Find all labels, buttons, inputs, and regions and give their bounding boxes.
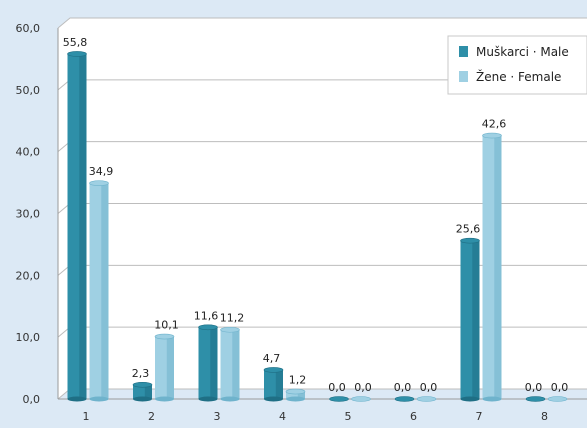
x-tick-label: 3	[214, 410, 221, 423]
legend-swatch-female	[459, 71, 468, 82]
x-tick-label: 6	[410, 410, 417, 423]
legend: Muškarci · Male Žene · Female	[447, 35, 587, 95]
y-tick-label: 30,0	[16, 208, 41, 221]
bar-male	[525, 396, 546, 402]
y-tick-label: 20,0	[16, 269, 41, 282]
bar-male	[67, 51, 87, 402]
y-tick-label: 40,0	[16, 146, 41, 159]
y-tick-label: 0,0	[23, 393, 41, 406]
data-label: 1,2	[289, 374, 307, 387]
data-label: 0,0	[394, 381, 412, 394]
bar-female	[482, 132, 502, 402]
x-tick-label: 4	[279, 410, 286, 423]
data-label: 34,9	[89, 165, 114, 178]
legend-label-female: Žene · Female	[476, 69, 561, 84]
x-tick-label: 7	[476, 410, 483, 423]
data-label: 0,0	[420, 381, 438, 394]
x-tick-label: 8	[541, 410, 548, 423]
legend-swatch-male	[459, 46, 468, 57]
plot-back-wall	[58, 18, 587, 399]
gridline	[57, 17, 587, 29]
legend-label-male: Muškarci · Male	[476, 45, 569, 59]
y-tick-label: 50,0	[16, 84, 41, 97]
bar-male	[394, 396, 415, 402]
bar-male	[132, 381, 153, 402]
bar-female	[547, 396, 568, 402]
data-label: 0,0	[525, 381, 543, 394]
data-labels: 55,8 34,9 2,3 10,1 11,6 11,2 4,7 1,2 0,0 0,0 0,0 0,…	[63, 36, 569, 394]
data-label: 42,6	[482, 118, 507, 131]
data-label: 11,2	[220, 312, 245, 325]
bars	[67, 51, 568, 402]
bar-male	[329, 396, 349, 402]
x-axis: 1 2 3 4 5 6 7 8	[83, 410, 549, 423]
x-tick-label: 5	[345, 410, 352, 423]
data-label: 11,6	[194, 309, 219, 322]
y-tick-label: 60,0	[16, 22, 41, 35]
bar-female	[89, 180, 109, 402]
bar-female	[154, 333, 175, 402]
bar-male	[198, 324, 218, 402]
x-tick-label: 1	[83, 410, 90, 423]
data-label: 10,1	[154, 319, 179, 332]
bar-female	[351, 396, 371, 402]
bar-male	[460, 237, 480, 402]
bar-male	[263, 367, 284, 402]
data-label: 55,8	[63, 36, 88, 49]
data-label: 25,6	[456, 223, 481, 236]
x-tick-label: 2	[148, 410, 155, 423]
bar-female	[416, 396, 437, 402]
bar-female	[285, 388, 306, 402]
data-label: 4,7	[263, 352, 281, 365]
y-tick-label: 10,0	[16, 331, 41, 344]
bar-female	[220, 326, 240, 402]
data-label: 2,3	[132, 367, 150, 380]
data-label: 0,0	[328, 381, 346, 394]
data-label: 0,0	[354, 381, 372, 394]
legend-box	[447, 35, 587, 95]
data-label: 0,0	[551, 381, 569, 394]
